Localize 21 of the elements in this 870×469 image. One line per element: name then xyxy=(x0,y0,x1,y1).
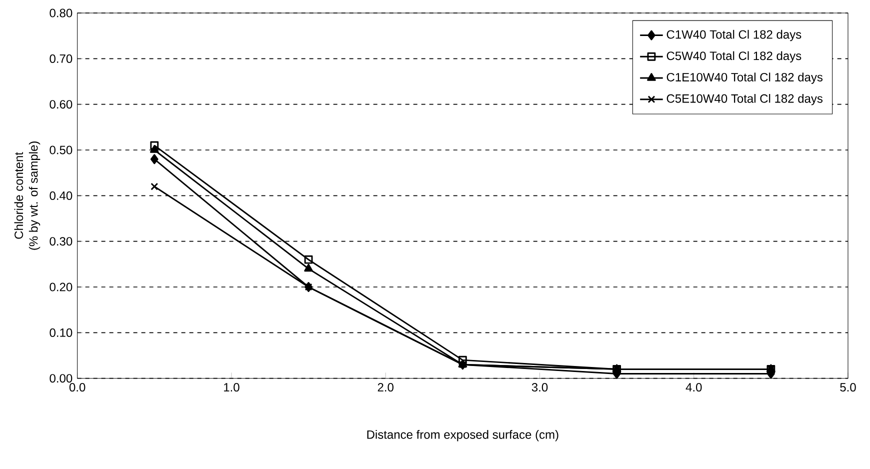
x-tick-label: 4.0 xyxy=(686,383,702,392)
y-tick-label: 0.30 xyxy=(50,237,72,246)
legend-label: C5W40 Total Cl 182 days xyxy=(666,51,802,62)
y-tick-label: 0.40 xyxy=(50,191,72,200)
x-tick-label: 3.0 xyxy=(532,383,548,392)
y-tick-label: 0.80 xyxy=(50,8,72,18)
legend-label: C1W40 Total Cl 182 days xyxy=(666,30,802,42)
legend-label: C1E10W40 Total Cl 182 days xyxy=(666,72,823,84)
x-tick-label: 2.0 xyxy=(378,383,394,392)
y-tick-label: 0.20 xyxy=(50,282,72,292)
y-tick-label: 0.10 xyxy=(50,328,72,337)
y-tick-label: 0.60 xyxy=(50,100,72,109)
x-tick-label: 5.0 xyxy=(840,383,856,392)
y-tick-label: 0.50 xyxy=(50,146,72,154)
x-axis-title: Distance from exposed surface (cm) xyxy=(367,430,558,442)
y-tick-label: 0.70 xyxy=(50,54,72,63)
y-axis-title: Chloride content (% by wt. of sample) xyxy=(14,142,40,250)
x-tick-label: 1.0 xyxy=(224,383,240,392)
y-tick-label: 0.00 xyxy=(50,374,72,383)
legend-label: C5E10W40 Total Cl 182 days xyxy=(666,94,823,106)
x-tick-label: 0.0 xyxy=(69,383,86,392)
